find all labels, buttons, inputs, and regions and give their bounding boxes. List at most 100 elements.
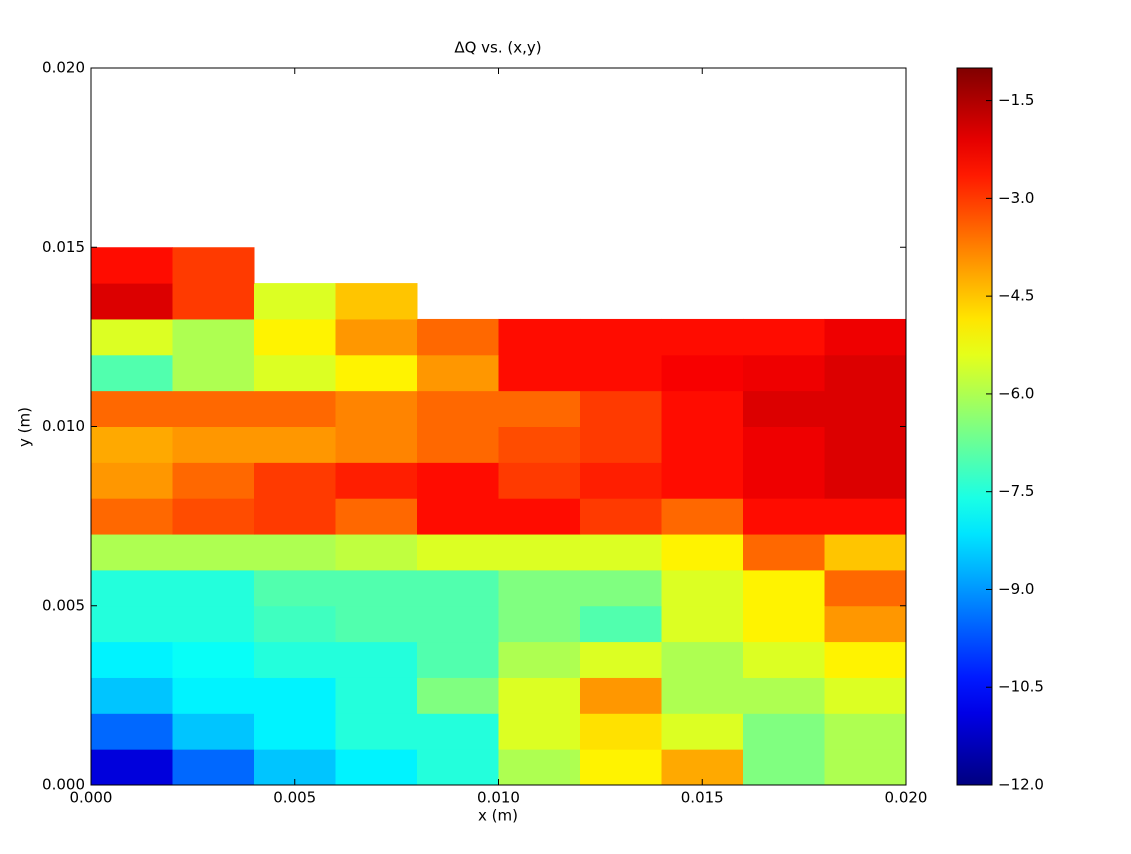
heatmap-cell (580, 390, 662, 427)
y-tick-label: 0.010 (42, 417, 85, 435)
heatmap-cell (824, 462, 907, 499)
heatmap-cell (824, 677, 907, 714)
heatmap-cell (824, 605, 907, 643)
y-tick-label: 0.020 (42, 59, 85, 77)
x-tick-label: 0.010 (477, 789, 520, 807)
heatmap-cell (417, 462, 499, 499)
heatmap-cell (661, 498, 744, 535)
heatmap-cell (580, 677, 662, 714)
heatmap-cell (254, 462, 336, 499)
x-tick-label: 0.000 (70, 789, 113, 807)
heatmap-cell (335, 749, 418, 786)
heatmap-cell (824, 569, 907, 607)
heatmap-cell (91, 462, 173, 499)
heatmap-cell (172, 713, 255, 750)
heatmap-cell (335, 354, 418, 392)
colorbar-tick-label: −7.5 (998, 482, 1034, 500)
heatmap-cell (417, 569, 499, 607)
heatmap-cell (417, 605, 499, 643)
heatmap-cell (743, 426, 825, 463)
heatmap-cell (91, 318, 173, 356)
heatmap-cell (824, 426, 907, 463)
heatmap-cell (254, 498, 336, 535)
heatmap-cell (254, 677, 336, 714)
heatmap-cell (661, 641, 744, 678)
heatmap-cell (580, 426, 662, 463)
colorbar-tick-label: −3.0 (998, 189, 1034, 207)
heatmap-cell (335, 713, 418, 750)
heatmap-cell (824, 354, 907, 392)
colorbar-tick-label: −9.0 (998, 580, 1034, 598)
heatmap-cell (91, 605, 173, 643)
heatmap-cell (91, 641, 173, 678)
heatmap-cell (743, 498, 825, 535)
heatmap-cell (743, 677, 825, 714)
heatmap-cell (91, 677, 173, 714)
heatmap-cell (335, 569, 418, 607)
heatmap-cell (91, 749, 173, 786)
heatmap-cell (580, 605, 662, 643)
heatmap-cell (498, 605, 581, 643)
heatmap-cell (172, 677, 255, 714)
heatmap-cell (254, 713, 336, 750)
heatmap-cell (172, 641, 255, 678)
heatmap-cell (498, 354, 581, 392)
y-tick-label: 0.015 (42, 238, 85, 256)
colorbar (956, 67, 993, 786)
heatmap-cell (824, 641, 907, 678)
heatmap-cell (498, 426, 581, 463)
heatmap-cell (498, 713, 581, 750)
heatmap-cell (417, 426, 499, 463)
heatmap-cell (498, 318, 581, 356)
heatmap-cell (335, 605, 418, 643)
y-axis-label: y (m) (16, 407, 34, 447)
heatmap-cell (580, 354, 662, 392)
colorbar-tick-label: −1.5 (998, 91, 1034, 109)
heatmap-cell (91, 569, 173, 607)
heatmap-cell (417, 354, 499, 392)
heatmap-cell (172, 390, 255, 427)
heatmap-cell (172, 569, 255, 607)
heatmap-cell (824, 390, 907, 427)
heatmap-cell (335, 426, 418, 463)
heatmap-cell (661, 390, 744, 427)
heatmap-cell (743, 390, 825, 427)
heatmap-cell (172, 354, 255, 392)
heatmap-cell (743, 318, 825, 356)
heatmap-cell (743, 749, 825, 786)
heatmap-cell (743, 713, 825, 750)
heatmap-cell (172, 426, 255, 463)
heatmap-cell (498, 462, 581, 499)
heatmap-cell (743, 534, 825, 571)
heatmap-cell (254, 426, 336, 463)
heatmap-cell (824, 534, 907, 571)
heatmap-cell (172, 283, 255, 320)
heatmap-cell (172, 247, 255, 284)
heatmap-cell (172, 498, 255, 535)
x-tick-label: 0.005 (273, 789, 316, 807)
heatmap-cell (661, 318, 744, 356)
x-tick-label: 0.015 (681, 789, 724, 807)
heatmap-cell (254, 641, 336, 678)
heatmap-cell (824, 749, 907, 786)
heatmap-cell (824, 318, 907, 356)
heatmap-cell (254, 390, 336, 427)
heatmap-cell (91, 534, 173, 571)
heatmap-cell (91, 426, 173, 463)
heatmap-cell (661, 569, 744, 607)
heatmap-cell (91, 713, 173, 750)
colorbar-tick-label: −12.0 (998, 776, 1044, 794)
heatmap-cell (417, 677, 499, 714)
heatmap-cell (743, 462, 825, 499)
heatmap-cell (661, 426, 744, 463)
heatmap-cell (417, 498, 499, 535)
heatmap-cell (743, 569, 825, 607)
heatmap-cell (91, 283, 173, 320)
heatmap-cell (580, 749, 662, 786)
heatmap-cell (824, 713, 907, 750)
heatmap-cell (335, 462, 418, 499)
x-tick-label: 0.020 (885, 789, 928, 807)
heatmap-cell (498, 498, 581, 535)
heatmap-cell (743, 641, 825, 678)
